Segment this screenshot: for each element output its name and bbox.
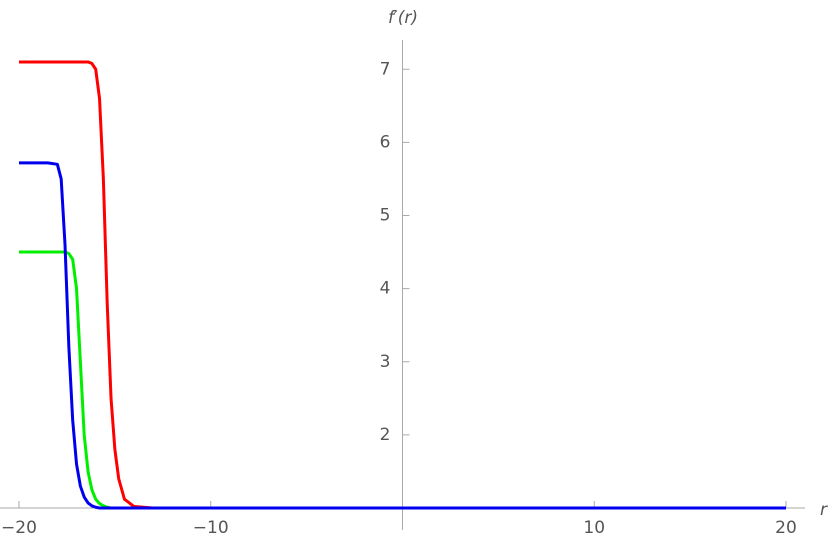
x-tick-label: −20 xyxy=(1,518,37,538)
x-axis-label: r xyxy=(820,500,828,520)
y-tick-label: 3 xyxy=(380,352,391,372)
y-tick-label: 2 xyxy=(380,425,391,445)
y-tick-label: 5 xyxy=(380,206,391,226)
x-tick-label: 10 xyxy=(583,518,605,538)
x-tick-label: 20 xyxy=(775,518,797,538)
y-tick-label: 6 xyxy=(380,132,391,152)
y-tick-label: 4 xyxy=(380,279,391,299)
y-axis-label: f′(r) xyxy=(388,8,418,28)
x-tick-label: −10 xyxy=(193,518,229,538)
series-line xyxy=(19,161,786,510)
y-tick-label: 7 xyxy=(380,59,391,79)
